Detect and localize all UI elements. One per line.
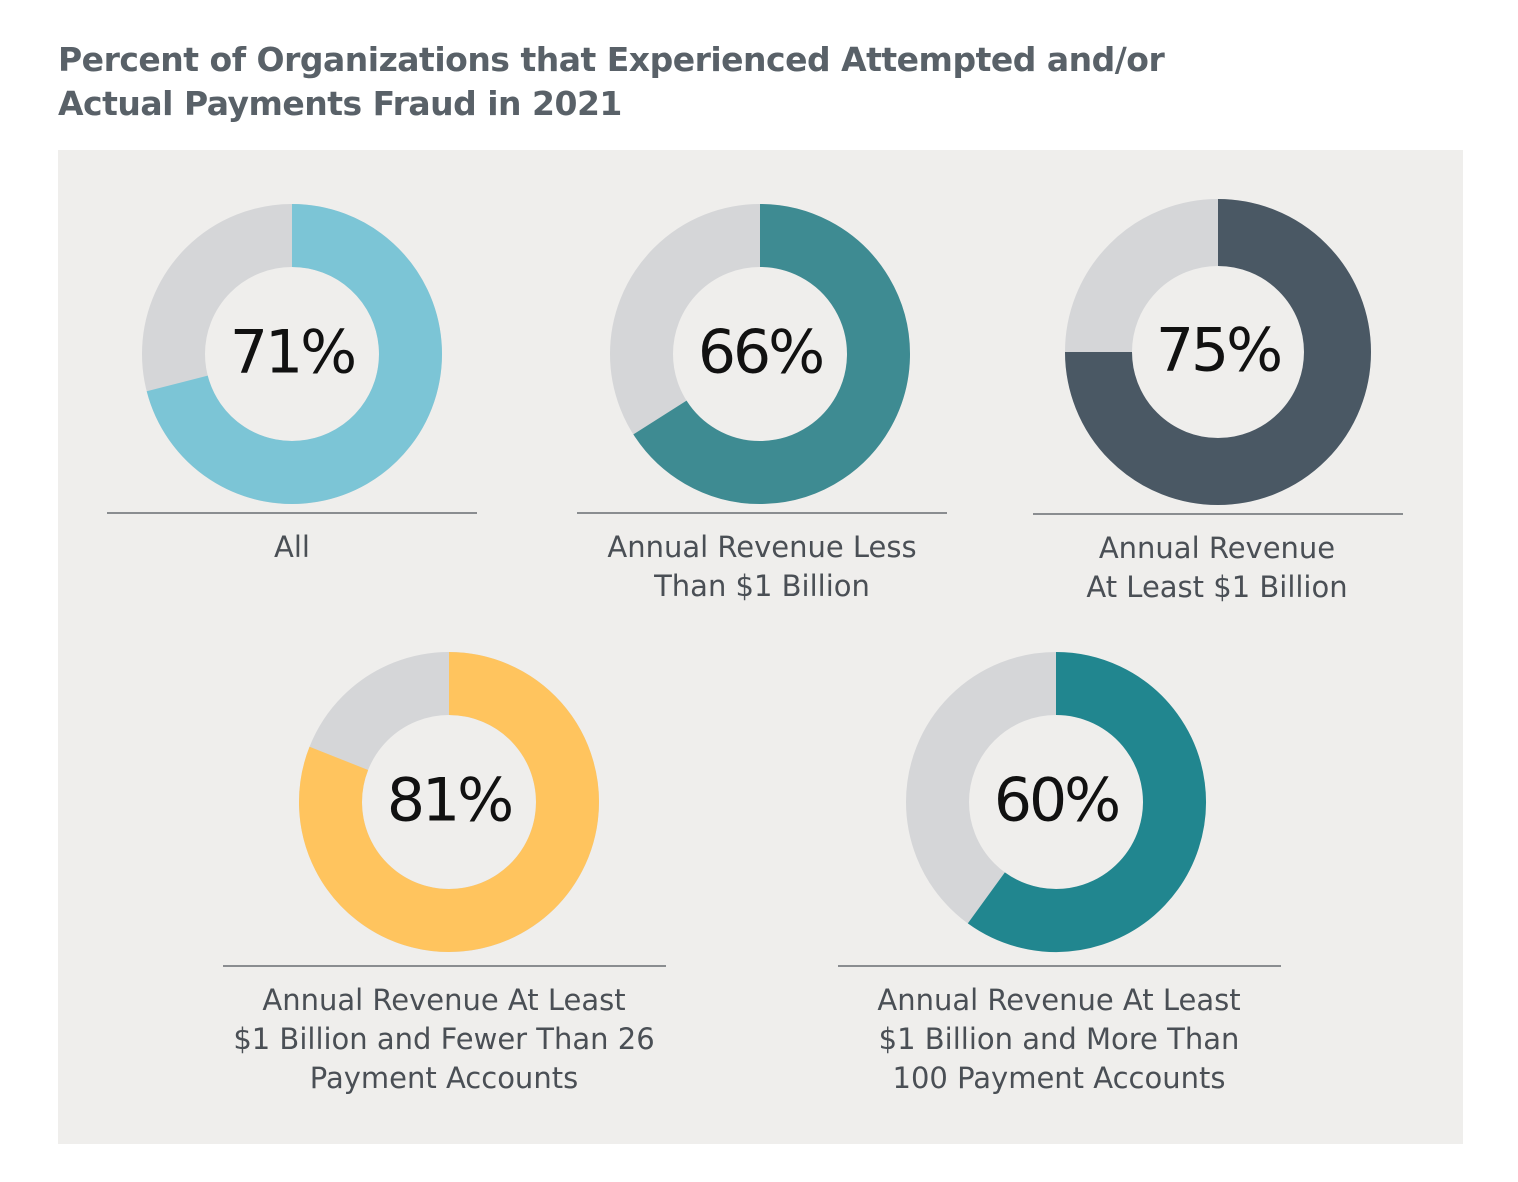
donut-label-line: Annual Revenue Less (607, 530, 917, 564)
donut-value-label-revenue-less-1b: 66% (698, 318, 822, 388)
donut-label-line: Annual Revenue At Least (262, 983, 626, 1017)
donut-label-line: $1 Billion and Fewer Than 26 (233, 1022, 655, 1056)
donut-label-line: 100 Payment Accounts (892, 1061, 1226, 1095)
donut-slice-all (146, 204, 442, 504)
donut-value-label-all: 71% (230, 318, 354, 388)
donut-label-all: All (107, 528, 477, 567)
donut-slice-revenue-less-1b (633, 204, 910, 504)
donut-value-label-revenue-1b-more-100-accounts: 60% (994, 766, 1118, 836)
donut-label-line: $1 Billion and More Than (878, 1022, 1240, 1056)
donut-label-revenue-less-1b: Annual Revenue Less Than $1 Billion (577, 528, 947, 606)
chart-title: Percent of Organizations that Experience… (58, 38, 1258, 126)
donut-label-line: At Least $1 Billion (1086, 570, 1348, 604)
donut-label-revenue-at-least-1b: Annual Revenue At Least $1 Billion (1032, 529, 1402, 607)
donut-value-label-revenue-1b-fewer-26-accounts: 81% (387, 766, 511, 836)
donut-label-revenue-1b-more-100-accounts: Annual Revenue At Least $1 Billion and M… (838, 981, 1280, 1098)
chart-title-line-2: Actual Payments Fraud in 2021 (58, 84, 622, 123)
donut-slice-revenue-at-least-1b (1065, 199, 1371, 505)
donut-label-line: Annual Revenue At Least (877, 983, 1241, 1017)
donut-value-label-revenue-at-least-1b: 75% (1156, 316, 1280, 386)
chart-title-line-1: Percent of Organizations that Experience… (58, 40, 1165, 79)
donut-label-line: All (274, 530, 310, 564)
donut-label-line: Than $1 Billion (654, 569, 870, 603)
donut-slice-revenue-1b-more-100-accounts (967, 652, 1206, 952)
donut-label-line: Annual Revenue (1098, 531, 1336, 565)
donut-slice-revenue-1b-fewer-26-accounts (299, 652, 599, 952)
donut-charts-canvas: 71% 66% 75% 81% 60% (107, 199, 1403, 967)
donut-label-line: Payment Accounts (309, 1061, 579, 1095)
chart-panel: 71% 66% 75% 81% 60% All Annual Revenue Less … (58, 150, 1463, 1144)
donut-label-revenue-1b-fewer-26-accounts: Annual Revenue At Least $1 Billion and F… (223, 981, 665, 1098)
